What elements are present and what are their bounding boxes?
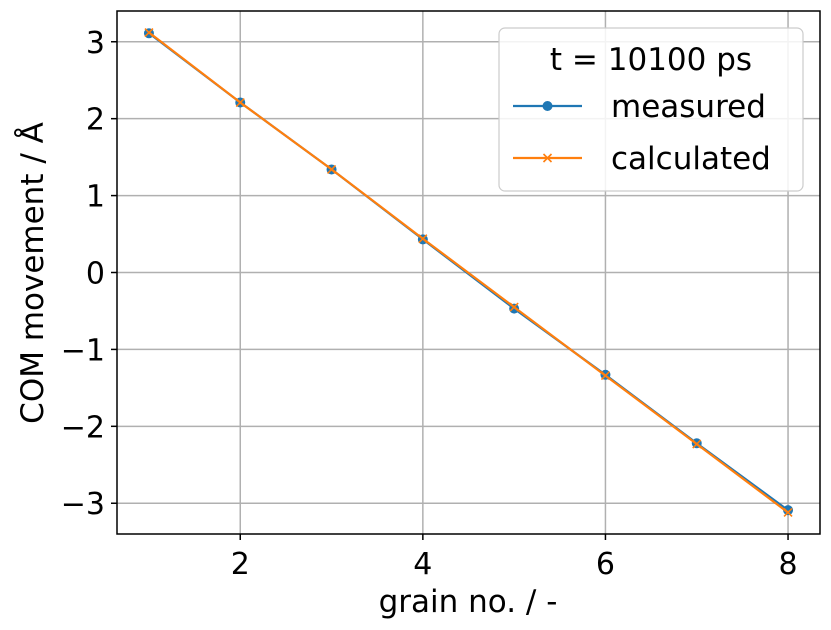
data-point-calculated [144, 27, 154, 38]
y-tick-label: −3 [61, 487, 105, 522]
series-line-calculated [148, 31, 789, 514]
y-tick-label: −1 [61, 333, 105, 368]
data-point-calculated [235, 97, 245, 108]
legend-title: t = 10100 ps [550, 42, 752, 78]
legend-entry-calculated: calculated [513, 141, 771, 177]
legend-entry-measured: measured [513, 89, 766, 125]
legend-label-calculated: calculated [611, 141, 771, 177]
ticks: 2 4 6 8 3 2 1 0 −1 −2 −3 [61, 26, 798, 582]
x-tick-label: 4 [413, 547, 432, 582]
y-tick-label: −2 [61, 410, 105, 445]
data-point-calculated [692, 439, 702, 449]
series-calculated [144, 27, 793, 518]
y-tick-label: 0 [86, 257, 105, 292]
x-tick-label: 8 [778, 547, 797, 582]
data-point-calculated [509, 302, 519, 312]
y-tick-label: 2 [86, 103, 105, 138]
series-layer [143, 27, 794, 518]
legend-entries: measured calculated [513, 89, 771, 177]
legend: t = 10100 ps measured calculated [498, 27, 804, 192]
x-axis-label: grain no. / - [379, 584, 558, 620]
data-point-calculated [326, 164, 337, 175]
legend-marker-calculated [542, 153, 553, 163]
legend-label-measured: measured [611, 89, 766, 125]
legend-marker-measured [542, 101, 553, 111]
y-tick-label: 1 [86, 180, 105, 215]
y-tick-label: 3 [86, 26, 105, 61]
x-tick-label: 6 [596, 547, 615, 582]
data-point-calculated [783, 507, 793, 518]
x-tick-label: 2 [231, 547, 250, 582]
data-point-calculated [418, 234, 428, 244]
legend-box [498, 27, 804, 192]
y-axis-label: COM movement / Å [15, 122, 51, 424]
data-point-calculated [600, 370, 611, 381]
